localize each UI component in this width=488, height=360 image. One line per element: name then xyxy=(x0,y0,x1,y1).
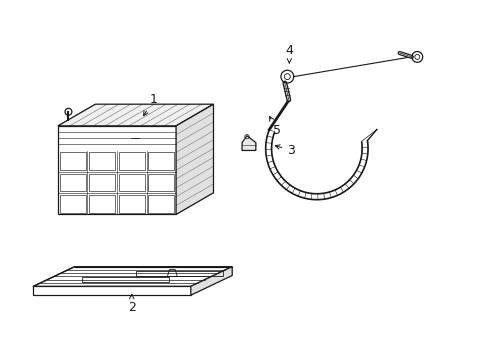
Polygon shape xyxy=(176,104,213,215)
Polygon shape xyxy=(58,126,176,215)
Text: 1: 1 xyxy=(143,93,157,116)
Text: 3: 3 xyxy=(275,144,295,157)
Text: 2: 2 xyxy=(127,294,136,315)
Polygon shape xyxy=(58,104,213,126)
Text: 5: 5 xyxy=(269,116,281,137)
Polygon shape xyxy=(242,136,255,150)
Polygon shape xyxy=(33,286,190,295)
Polygon shape xyxy=(190,267,232,295)
Text: 4: 4 xyxy=(285,44,293,63)
Polygon shape xyxy=(33,267,232,286)
